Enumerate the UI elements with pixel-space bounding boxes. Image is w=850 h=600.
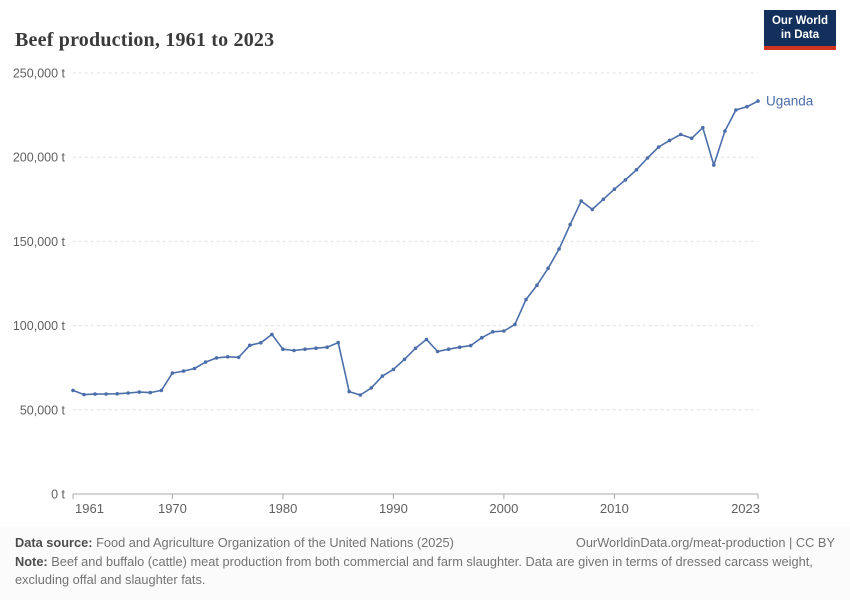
- data-point[interactable]: [446, 347, 451, 352]
- beef-production-line-chart[interactable]: 0 t 50,000 t 100,000 t 150,000 t 200,000 t 25…: [0, 0, 850, 527]
- data-point[interactable]: [380, 374, 385, 378]
- data-point[interactable]: [546, 266, 550, 271]
- data-point[interactable]: [248, 343, 252, 348]
- data-point[interactable]: [71, 388, 75, 393]
- data-point[interactable]: [457, 345, 462, 350]
- data-point[interactable]: [369, 386, 374, 390]
- x-axis-tick-label: 1970: [158, 501, 187, 516]
- data-point[interactable]: [656, 145, 661, 149]
- data-point[interactable]: [225, 355, 230, 359]
- note-label: Note:: [15, 554, 48, 570]
- y-axis-tick-label: 200,000 t: [13, 151, 66, 165]
- data-point[interactable]: [203, 360, 208, 364]
- data-point[interactable]: [292, 348, 296, 353]
- data-point[interactable]: [82, 392, 86, 397]
- page-title: Beef production, 1961 to 2023: [15, 29, 275, 52]
- x-axis-tick-label: 1961: [75, 501, 104, 516]
- data-point[interactable]: [192, 366, 197, 371]
- data-point[interactable]: [557, 247, 561, 251]
- data-point[interactable]: [623, 178, 628, 182]
- data-point[interactable]: [104, 392, 108, 396]
- data-point[interactable]: [579, 199, 583, 203]
- data-point[interactable]: [137, 390, 142, 394]
- data-point[interactable]: [259, 341, 263, 345]
- data-point[interactable]: [281, 347, 285, 352]
- data-point[interactable]: [678, 132, 683, 137]
- y-axis-tick-label: 250,000 t: [13, 67, 66, 81]
- data-source-label: Data source:: [15, 535, 93, 550]
- data-source: Data source: Food and Agriculture Organi…: [15, 534, 454, 552]
- data-point[interactable]: [513, 322, 517, 327]
- data-point[interactable]: [347, 389, 352, 394]
- note-text: Beef and buffalo (cattle) meat productio…: [15, 554, 813, 588]
- data-point[interactable]: [502, 329, 506, 333]
- data-point[interactable]: [325, 345, 329, 350]
- data-point[interactable]: [126, 391, 130, 395]
- y-axis-tick-label: 150,000 t: [13, 235, 66, 249]
- y-axis-tick-label: 0 t: [51, 488, 65, 502]
- data-point[interactable]: [612, 187, 617, 191]
- x-axis-tick-label: 2010: [600, 501, 629, 516]
- data-point[interactable]: [524, 297, 528, 302]
- data-point[interactable]: [424, 337, 429, 342]
- data-point[interactable]: [303, 347, 307, 352]
- data-point[interactable]: [159, 388, 164, 393]
- data-point[interactable]: [391, 367, 396, 372]
- data-point[interactable]: [734, 108, 738, 112]
- data-point[interactable]: [413, 346, 418, 351]
- data-point[interactable]: [590, 207, 595, 212]
- chart-note: Note: Beef and buffalo (cattle) meat pro…: [15, 553, 835, 589]
- series-end-label[interactable]: Uganda: [766, 94, 814, 109]
- data-point[interactable]: [336, 340, 341, 345]
- data-point[interactable]: [468, 343, 473, 348]
- data-point[interactable]: [358, 393, 363, 397]
- data-point[interactable]: [314, 346, 318, 351]
- data-point[interactable]: [689, 136, 694, 141]
- data-point[interactable]: [645, 156, 650, 160]
- data-point[interactable]: [491, 330, 495, 334]
- data-source-text: Food and Agriculture Organization of the…: [92, 535, 454, 550]
- x-axis-tick-label: 2000: [489, 501, 518, 516]
- owid-link[interactable]: OurWorldinData.org/meat-production | CC …: [575, 535, 835, 550]
- data-point[interactable]: [402, 357, 407, 362]
- data-point[interactable]: [148, 390, 153, 395]
- y-axis-tick-label: 50,000 t: [20, 403, 66, 417]
- x-axis-tick-label: 2023: [731, 501, 760, 516]
- x-axis-tick-label: 1990: [379, 501, 408, 516]
- data-point[interactable]: [435, 349, 440, 354]
- x-axis-tick-label: 1980: [268, 501, 297, 516]
- owid-logo[interactable]: Our World in Data: [763, 10, 836, 50]
- data-line: [72, 100, 759, 396]
- data-point[interactable]: [93, 392, 97, 396]
- data-point[interactable]: [214, 356, 219, 360]
- data-point[interactable]: [712, 163, 716, 167]
- owid-logo-line2: in Data: [780, 28, 820, 41]
- data-point[interactable]: [723, 129, 727, 133]
- data-point[interactable]: [480, 335, 484, 340]
- data-point[interactable]: [270, 332, 274, 337]
- data-point[interactable]: [745, 104, 749, 109]
- data-point[interactable]: [756, 99, 760, 103]
- data-point[interactable]: [568, 222, 572, 227]
- data-point[interactable]: [236, 355, 241, 360]
- data-point[interactable]: [634, 168, 639, 172]
- data-point[interactable]: [601, 197, 606, 202]
- chart-footer: Data source: Food and Agriculture Organi…: [0, 527, 850, 600]
- owid-logo-line1: Our World: [771, 15, 828, 27]
- y-axis-tick-label: 100,000 t: [13, 319, 66, 333]
- data-point[interactable]: [170, 371, 175, 375]
- data-point[interactable]: [115, 392, 119, 396]
- data-point[interactable]: [667, 138, 672, 143]
- data-point[interactable]: [181, 369, 186, 373]
- data-point[interactable]: [535, 283, 539, 288]
- data-point[interactable]: [701, 125, 705, 130]
